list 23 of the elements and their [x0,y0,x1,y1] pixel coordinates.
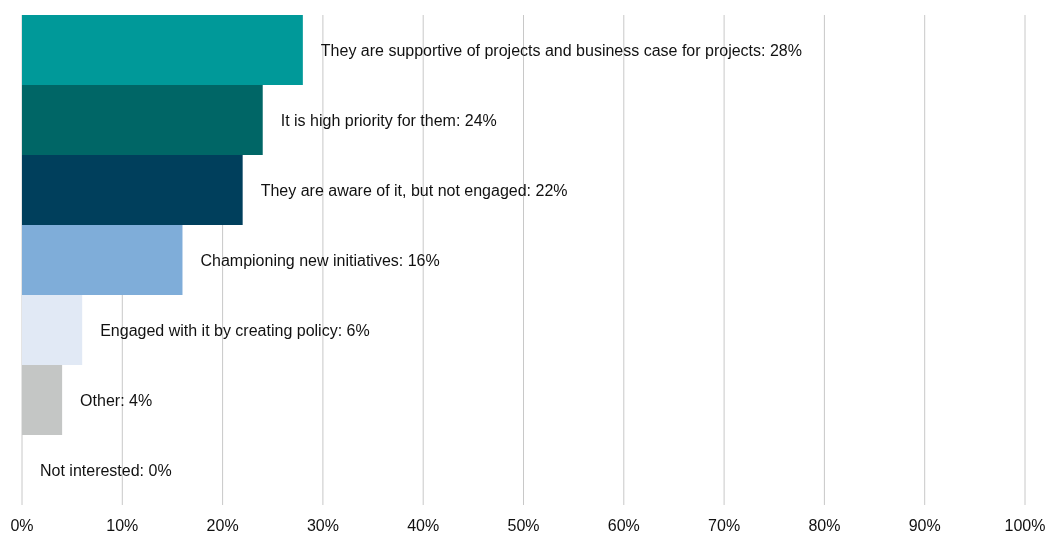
x-tick-label: 100% [1004,517,1046,534]
x-tick-label: 90% [908,517,941,534]
bar [22,155,243,225]
bar [22,15,303,85]
data-label: They are aware of it, but not engaged: 22% [260,181,568,199]
x-tick-label: 50% [507,517,540,534]
x-tick-label: 80% [808,517,841,534]
x-tick-label: 70% [708,517,741,534]
data-label: Not interested: 0% [40,461,172,479]
x-tick-label: 40% [407,517,440,534]
data-label: Other: 4% [80,391,153,409]
bar [22,225,183,295]
data-label: They are supportive of projects and business case for projects: 28% [320,41,802,59]
x-tick-label: 0% [10,517,34,534]
x-tick-label: 20% [206,517,239,534]
bar [22,295,83,365]
bar [22,85,263,155]
x-tick-label: 60% [607,517,640,534]
data-label: Championing new initiatives: 16% [200,251,440,269]
data-label: Engaged with it by creating policy: 6% [100,321,370,339]
x-tick-label: 10% [106,517,139,534]
data-label: It is high priority for them: 24% [280,111,497,129]
x-tick-label: 30% [306,517,339,534]
